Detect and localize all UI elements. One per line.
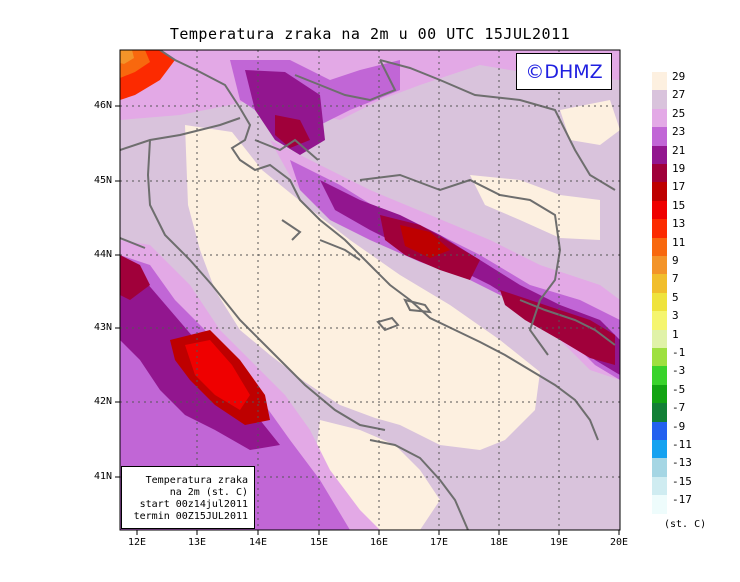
lon-label-19e: 19E [549,537,569,548]
legend-swatch [652,366,667,385]
legend-label: -11 [672,438,692,451]
lat-label-43n: 43N [93,322,112,333]
lon-label-12e: 12E [127,537,147,548]
legend-label: 13 [672,217,686,231]
legend-swatch [652,72,667,91]
legend-swatch [652,200,667,220]
legend-swatch [652,256,667,275]
field-19-west [120,255,150,300]
legend-swatch [652,274,667,293]
legend-swatch [652,329,667,348]
legend-label: 19 [672,162,686,175]
legend-swatch [652,403,667,422]
legend-swatch [652,311,667,330]
legend-swatch [652,458,667,477]
lon-label-17e: 17E [429,537,449,548]
legend-label: 15 [672,198,686,212]
legend-swatch [652,108,667,128]
info-line: Temperatura zraka [145,475,248,486]
legend-label: 29 [672,70,686,83]
lat-label-42n: 42N [93,396,112,407]
legend-swatch [652,421,667,440]
legend-label: 25 [672,106,686,120]
lat-label-46n: 46N [93,100,112,111]
info-line: na 2m (st. C) [169,487,248,498]
legend-label: -7 [672,401,686,415]
legend-label: 7 [672,272,679,286]
lon-label-18e: 18E [489,537,509,548]
legend-swatch [652,164,667,183]
field-29-east [470,175,600,240]
lon-label-20e: 20E [609,537,629,548]
legend-label: -13 [672,456,692,470]
legend-swatch [652,476,667,496]
legend-unit: (st. C) [664,519,707,530]
field-19-north [275,115,310,148]
info-line: start 00z14jul2011 [139,499,248,510]
lon-label-14e: 14E [248,537,268,548]
legend-swatch [652,495,667,514]
field-15-west [185,340,250,410]
legend-swatch [652,440,667,459]
legend-label: 1 [672,327,679,341]
lon-label-16e: 16E [369,537,389,548]
legend-label: 11 [672,235,686,249]
legend-swatch [652,127,667,146]
legend-label: -15 [672,474,692,488]
lat-label-45n: 45N [93,175,112,186]
lon-label-15e: 15E [309,537,329,548]
info-box: Temperatura zraka na 2m (st. C) start 00… [121,466,255,529]
legend-swatch [652,237,667,256]
field-19-se [500,290,615,365]
legend-label: -1 [672,346,686,359]
legend-label: -17 [672,493,692,507]
legend-label: -3 [672,364,686,378]
legend-label: 3 [672,309,679,323]
legend-swatch [652,219,667,238]
lat-label-44n: 44N [93,249,112,260]
legend-swatch [652,348,667,367]
field-29-sea [185,125,540,450]
legend-label: 23 [672,125,686,139]
info-line: termin 00Z15JUL2011 [133,511,248,522]
legend-label: 5 [672,290,679,304]
legend-label: -9 [672,419,686,433]
map-title: Temperatura zraka na 2m u 00 UTC 15JUL20… [169,25,571,43]
legend-label: -5 [672,382,686,396]
legend-label: 17 [672,180,686,194]
legend-label: 21 [672,143,686,157]
field-17-coast [400,225,450,258]
legend-swatch [652,145,667,164]
axis-ticks [115,105,620,535]
legend-swatch [652,90,667,109]
coastline [120,50,616,530]
legend-label: 9 [672,254,679,267]
field-9-nw [120,50,134,64]
dhmz-logo: ©DHMZ [516,53,612,90]
legend-swatch [652,182,667,201]
field-29-ne [560,100,620,145]
graticule [120,50,620,530]
map-frame [119,49,621,531]
legend-swatch [652,384,667,404]
legend-label: 27 [672,88,686,102]
lat-label-41n: 41N [93,471,112,482]
legend-swatch [652,292,667,312]
lon-label-13e: 13E [187,537,207,548]
